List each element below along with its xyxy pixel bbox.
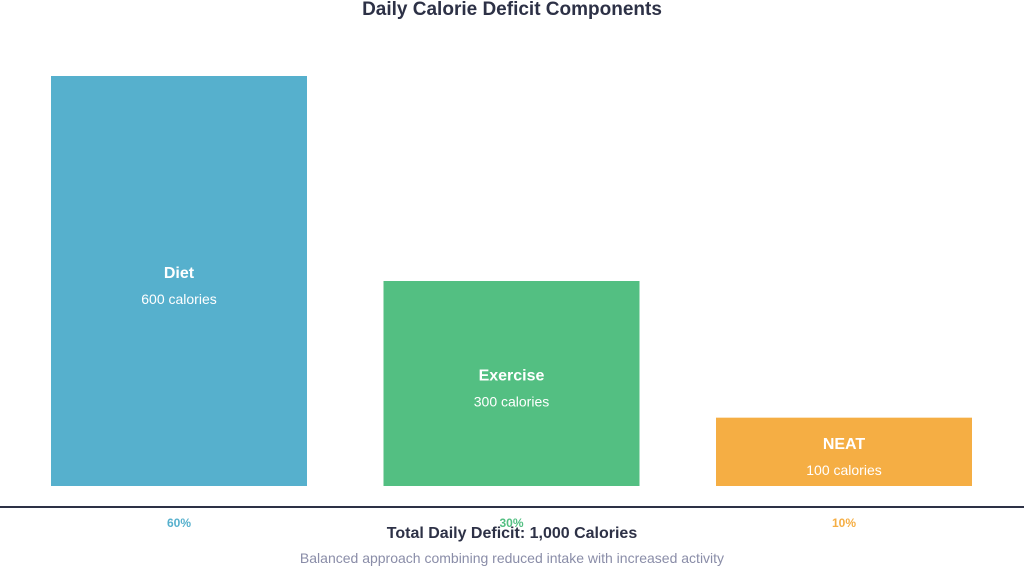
percent-label-neat: 10% — [832, 516, 856, 530]
chart-title: Daily Calorie Deficit Components — [362, 0, 662, 20]
total-deficit-label: Total Daily Deficit: 1,000 Calories — [387, 525, 638, 542]
bars-layer: Diet 600 calories Exercise 300 calories NEAT… — [51, 76, 972, 486]
bar-value-neat: 100 calories — [806, 462, 882, 478]
percent-label-diet: 60% — [167, 516, 191, 530]
bar-value-diet: 600 calories — [141, 291, 217, 307]
bar-exercise — [383, 281, 640, 486]
bar-label-diet: Diet — [164, 265, 195, 282]
bar-diet — [51, 76, 307, 486]
bar-neat — [716, 417, 972, 486]
chart-footnote: Balanced approach combining reduced inta… — [300, 550, 724, 566]
bar-value-exercise: 300 calories — [474, 394, 550, 410]
bar-label-exercise: Exercise — [479, 368, 545, 385]
bar-label-neat: NEAT — [823, 436, 866, 453]
percent-labels: 60% 30% 10% — [167, 516, 856, 530]
percent-label-exercise: 30% — [499, 516, 523, 530]
